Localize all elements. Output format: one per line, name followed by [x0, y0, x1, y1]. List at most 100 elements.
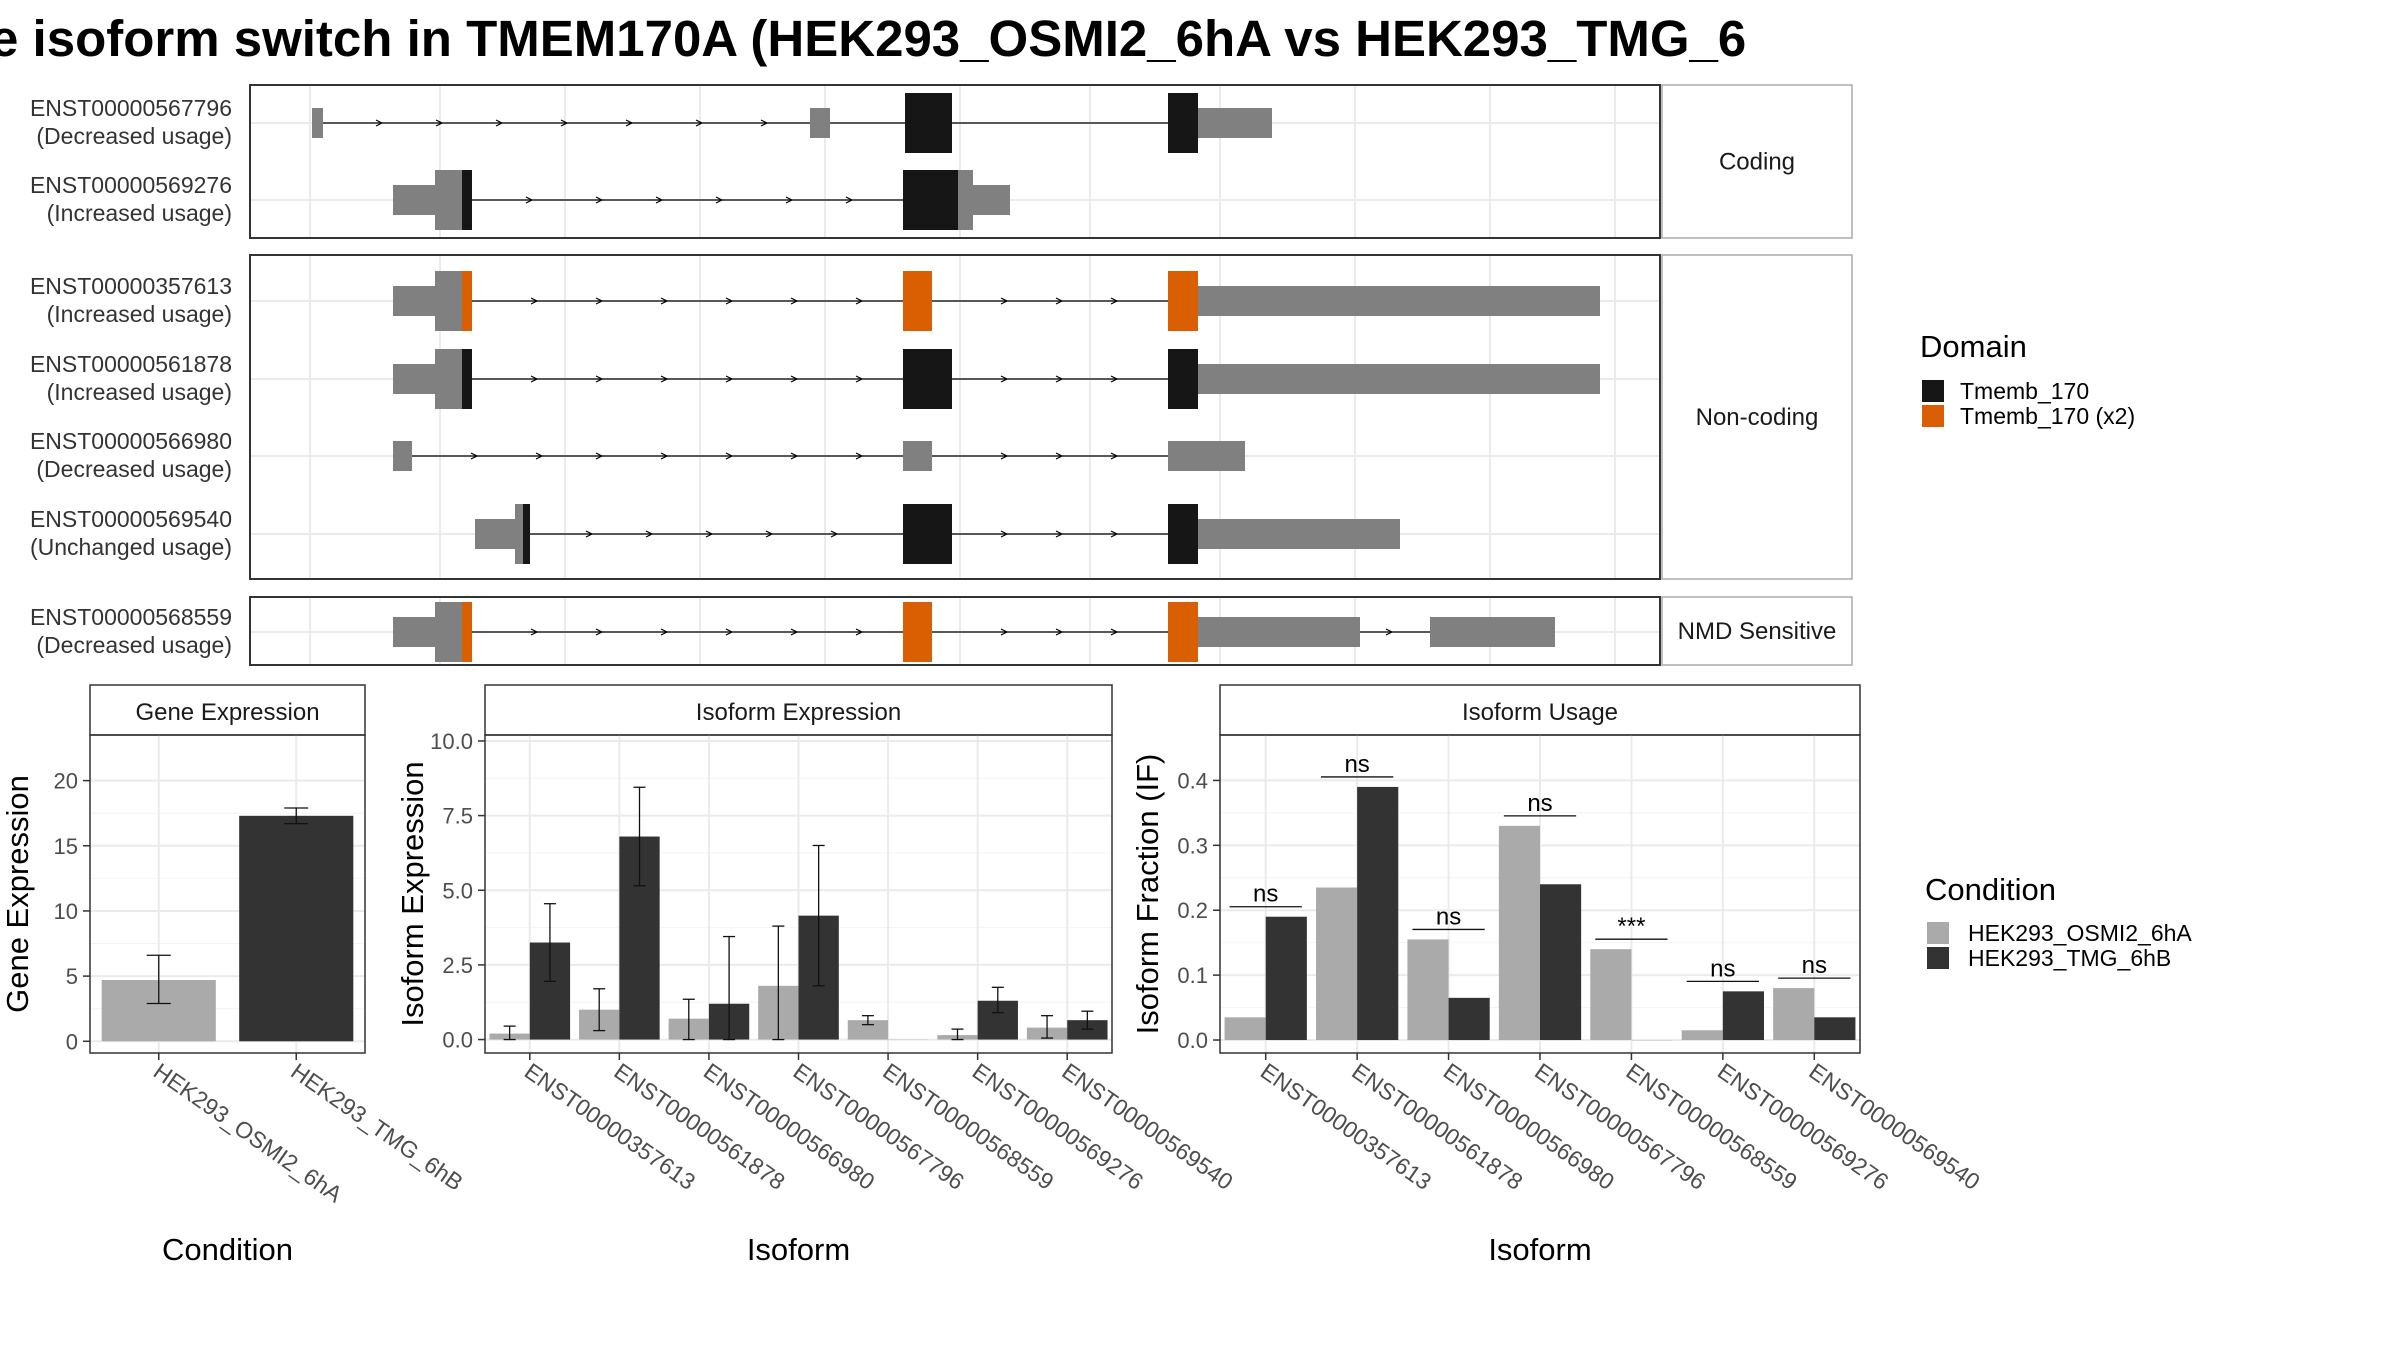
- direction-arrow: [595, 628, 604, 636]
- direction-arrow: [790, 628, 799, 636]
- bar: [1814, 1017, 1856, 1041]
- x-tick-label: ENST00000567796: [1530, 1058, 1710, 1195]
- x-tick-label: ENST00000561878: [1347, 1058, 1527, 1195]
- exon: [903, 349, 952, 409]
- condition-legend-title: Condition: [1925, 872, 2056, 907]
- exon: [435, 602, 462, 662]
- y-tick-label: 0.4: [1177, 768, 1208, 793]
- direction-arrow: [655, 196, 664, 204]
- exon: [435, 271, 462, 331]
- chart-title: Isoform Expression: [696, 699, 901, 726]
- y-tick-label: 0.0: [1177, 1028, 1208, 1053]
- x-axis-title: Isoform: [1488, 1232, 1591, 1267]
- direction-arrow: [1110, 530, 1119, 538]
- direction-arrow: [1000, 530, 1009, 538]
- exon: [462, 602, 472, 662]
- bar: [1224, 1017, 1266, 1041]
- direction-arrow: [725, 628, 734, 636]
- direction-arrow: [1000, 452, 1009, 460]
- exon: [462, 271, 472, 331]
- direction-arrow: [785, 196, 794, 204]
- exon: [903, 441, 932, 471]
- bar: [239, 815, 354, 1042]
- x-tick-label: ENST00000569540: [1804, 1058, 1984, 1195]
- domain-legend-label: Tmemb_170 (x2): [1960, 403, 2135, 429]
- direction-arrow: [1000, 628, 1009, 636]
- bar: [1540, 884, 1582, 1041]
- chart-title: Isoform Usage: [1462, 699, 1618, 726]
- bar: [1357, 786, 1399, 1041]
- significance-label: ns: [1344, 751, 1369, 778]
- transcript-usage: (Increased usage): [47, 301, 232, 327]
- direction-arrow: [855, 628, 864, 636]
- direction-arrow: [660, 628, 669, 636]
- chart-title-strip: [484, 684, 1113, 736]
- x-axis-title: Condition: [162, 1232, 293, 1267]
- group-strip-label: Non-coding: [1696, 404, 1819, 431]
- chart-title: Gene Expression: [135, 699, 319, 726]
- bar: [1067, 1020, 1108, 1040]
- direction-arrow: [765, 530, 774, 538]
- transcript-id: ENST00000569540: [30, 506, 232, 532]
- figure-title: e isoform switch in TMEM170A (HEK293_OSM…: [0, 10, 1746, 67]
- direction-arrow: [595, 452, 604, 460]
- chart-title-strip: [1219, 684, 1861, 736]
- direction-arrow: [1055, 628, 1064, 636]
- exon: [1168, 441, 1245, 471]
- exon: [475, 519, 515, 549]
- y-tick-label: 20: [54, 769, 78, 794]
- direction-arrow: [560, 119, 569, 127]
- direction-arrow: [1110, 297, 1119, 305]
- exon: [462, 170, 472, 230]
- exon: [393, 185, 435, 215]
- exon: [903, 271, 932, 331]
- direction-arrow: [1055, 375, 1064, 383]
- transcript-id: ENST00000561878: [30, 351, 232, 377]
- group-strip-label: Coding: [1719, 149, 1795, 176]
- direction-arrow: [1000, 297, 1009, 305]
- direction-arrow: [535, 452, 544, 460]
- x-tick-label: ENST00000569276: [1713, 1058, 1893, 1195]
- transcript-id: ENST00000569276: [30, 172, 232, 198]
- direction-arrow: [495, 119, 504, 127]
- exon: [903, 504, 952, 564]
- group-strip: [1661, 254, 1853, 580]
- exon: [1198, 286, 1600, 316]
- direction-arrow: [1055, 452, 1064, 460]
- chart-panel-border: [89, 734, 366, 1054]
- exon: [312, 108, 323, 138]
- chart-title-strip: [89, 684, 366, 736]
- direction-arrow: [1055, 530, 1064, 538]
- y-tick-label: 15: [54, 834, 78, 859]
- exon: [393, 617, 435, 647]
- condition-legend-label: HEK293_OSMI2_6hA: [1968, 920, 2192, 946]
- exon: [515, 504, 523, 564]
- exon: [1198, 519, 1400, 549]
- expression-charts: Gene Expression05101520HEK293_OSMI2_6hAH…: [0, 684, 1985, 1267]
- transcript-id: ENST00000357613: [30, 273, 232, 299]
- significance-label: ns: [1710, 955, 1735, 982]
- y-axis-title: Isoform Fraction (IF): [1130, 754, 1165, 1035]
- transcript-id: ENST00000568559: [30, 604, 232, 630]
- group-strip: [1661, 84, 1853, 239]
- x-axis-title: Isoform: [747, 1232, 850, 1267]
- bar: [1722, 991, 1764, 1041]
- exon: [1168, 504, 1198, 564]
- bar: [1316, 887, 1358, 1041]
- domain-legend-swatch: [1922, 405, 1944, 427]
- significance-label: ns: [1527, 790, 1552, 817]
- exon: [1168, 93, 1198, 153]
- exon: [905, 93, 952, 153]
- y-tick-label: 0.2: [1177, 898, 1208, 923]
- transcript-id: ENST00000567796: [30, 95, 232, 121]
- exon: [1198, 617, 1360, 647]
- direction-arrow: [1110, 375, 1119, 383]
- direction-arrow: [660, 297, 669, 305]
- y-tick-label: 0.3: [1177, 833, 1208, 858]
- significance-label: ***: [1617, 913, 1645, 940]
- exon: [393, 364, 435, 394]
- significance-label: ns: [1436, 903, 1461, 930]
- direction-arrow: [830, 530, 839, 538]
